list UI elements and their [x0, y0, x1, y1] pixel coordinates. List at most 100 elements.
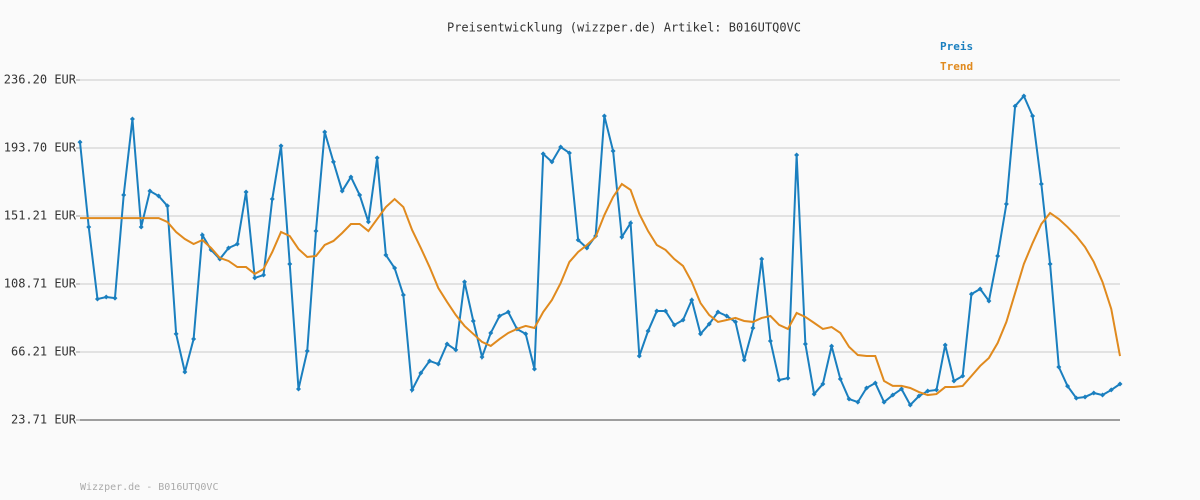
point-marker	[794, 152, 800, 158]
point-marker	[811, 391, 817, 397]
point-marker	[383, 252, 389, 258]
point-marker	[549, 159, 555, 165]
point-marker	[453, 347, 459, 353]
point-marker	[724, 313, 730, 319]
point-marker	[243, 189, 249, 195]
point-marker	[698, 331, 704, 337]
point-marker	[785, 375, 791, 381]
point-marker	[540, 151, 546, 157]
point-marker	[767, 338, 773, 344]
point-marker	[575, 237, 581, 243]
point-marker	[1065, 383, 1071, 389]
point-marker	[287, 261, 293, 267]
point-marker	[558, 144, 564, 150]
point-marker	[348, 174, 354, 180]
point-marker	[671, 322, 677, 328]
point-marker	[252, 275, 258, 281]
point-marker	[94, 296, 100, 302]
point-marker	[1056, 364, 1062, 370]
footer: Wizzper.de - B016UTQ0VC	[80, 482, 218, 493]
point-marker	[1030, 113, 1036, 119]
point-marker	[357, 192, 363, 198]
point-marker	[689, 297, 695, 303]
point-marker	[304, 348, 310, 354]
y-tick-label: 66.21 EUR	[11, 344, 77, 358]
point-marker	[968, 291, 974, 297]
y-tick-label: 193.70 EUR	[4, 141, 77, 155]
series-line	[80, 182, 1121, 397]
point-marker	[645, 328, 651, 334]
point-marker	[706, 321, 712, 327]
point-marker	[995, 253, 1001, 259]
point-marker	[330, 159, 336, 165]
y-tick-label: 236.20 EUR	[4, 73, 77, 87]
point-marker	[837, 376, 843, 382]
point-marker	[1003, 201, 1009, 207]
point-marker	[77, 139, 83, 145]
point-marker	[916, 393, 922, 399]
point-marker	[470, 318, 476, 324]
point-marker	[872, 380, 878, 386]
point-marker	[977, 286, 983, 292]
point-marker	[269, 196, 275, 202]
point-marker	[365, 219, 371, 225]
point-marker	[1108, 387, 1114, 393]
point-marker	[951, 378, 957, 384]
point-marker	[295, 386, 301, 392]
point-marker	[942, 342, 948, 348]
chart-title: Preisentwicklung (wizzper.de) Artikel: B…	[447, 21, 801, 35]
point-marker	[654, 308, 660, 314]
point-marker	[505, 309, 511, 315]
point-marker	[933, 387, 939, 393]
point-marker	[986, 298, 992, 304]
point-marker	[890, 392, 896, 398]
point-marker	[112, 295, 118, 301]
point-marker	[435, 361, 441, 367]
point-marker	[829, 343, 835, 349]
point-marker	[156, 193, 162, 199]
point-marker	[374, 155, 380, 161]
point-marker	[1091, 390, 1097, 396]
point-marker	[496, 313, 502, 319]
point-marker	[313, 228, 319, 234]
point-marker	[182, 369, 188, 375]
point-marker	[1021, 93, 1027, 99]
point-marker	[129, 116, 135, 122]
point-marker	[261, 272, 267, 278]
point-marker	[173, 331, 179, 337]
point-marker	[278, 143, 284, 149]
point-marker	[103, 294, 109, 300]
point-marker	[802, 341, 808, 347]
point-marker	[732, 319, 738, 325]
point-marker	[400, 292, 406, 298]
point-marker	[147, 188, 153, 194]
point-marker	[1012, 103, 1018, 109]
point-marker	[226, 245, 232, 251]
point-marker	[663, 308, 669, 314]
legend-label: Preis	[940, 40, 973, 53]
point-marker	[164, 203, 170, 209]
point-marker	[759, 256, 765, 262]
point-marker	[1073, 395, 1079, 401]
point-marker	[601, 113, 607, 119]
point-marker	[234, 241, 240, 247]
point-marker	[1082, 394, 1088, 400]
point-marker	[444, 341, 450, 347]
point-marker	[864, 385, 870, 391]
point-marker	[846, 396, 852, 402]
point-marker	[1117, 381, 1123, 387]
point-marker	[899, 386, 905, 392]
y-tick-label: 23.71 EUR	[11, 413, 77, 427]
point-marker	[199, 232, 205, 238]
point-marker	[960, 373, 966, 379]
point-marker	[680, 317, 686, 323]
point-marker	[488, 330, 494, 336]
point-marker	[418, 370, 424, 376]
point-marker	[322, 129, 328, 135]
point-marker	[855, 399, 861, 405]
point-marker	[1100, 392, 1106, 398]
point-marker	[121, 192, 127, 198]
